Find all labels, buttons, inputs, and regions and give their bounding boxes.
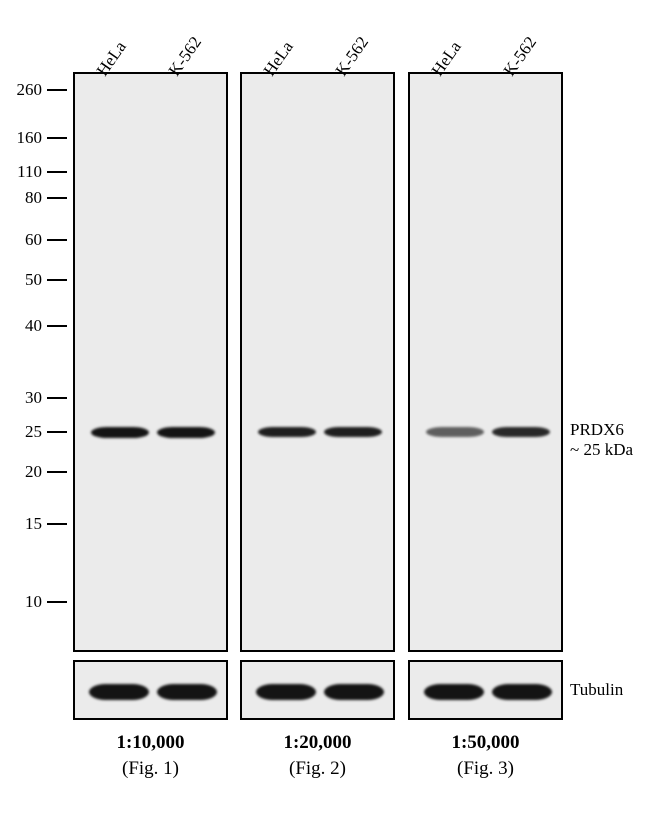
prdx6-band	[91, 427, 149, 438]
mw-marker-tick	[47, 601, 67, 603]
blot-tubulin-panel	[408, 660, 563, 720]
prdx6-band	[258, 427, 316, 438]
tubulin-band	[324, 684, 384, 700]
mw-marker-tick	[47, 471, 67, 473]
mw-marker-label: 15	[10, 514, 42, 534]
side-label-tubulin: Tubulin	[570, 680, 623, 700]
mw-marker-label: 10	[10, 592, 42, 612]
mw-marker-tick	[47, 523, 67, 525]
mw-marker-label: 50	[10, 270, 42, 290]
mw-marker-tick	[47, 239, 67, 241]
prdx6-band	[157, 427, 215, 438]
mw-marker-tick	[47, 279, 67, 281]
blot-main-panel	[240, 72, 395, 652]
tubulin-band	[424, 684, 484, 700]
mw-marker-label: 110	[10, 162, 42, 182]
tubulin-band	[492, 684, 552, 700]
side-label-kda: ~ 25 kDa	[570, 440, 633, 460]
mw-marker-tick	[47, 171, 67, 173]
tubulin-band	[157, 684, 217, 700]
tubulin-band	[256, 684, 316, 700]
mw-marker-label: 20	[10, 462, 42, 482]
mw-marker-label: 260	[10, 80, 42, 100]
mw-marker-label: 60	[10, 230, 42, 250]
blot-tubulin-panel	[73, 660, 228, 720]
prdx6-band	[426, 427, 484, 437]
mw-marker-label: 80	[10, 188, 42, 208]
prdx6-band	[324, 427, 382, 438]
blot-main-panel	[73, 72, 228, 652]
dilution-label: 1:50,000	[408, 732, 563, 754]
tubulin-band	[89, 684, 149, 700]
figure-label: (Fig. 3)	[408, 758, 563, 780]
mw-marker-tick	[47, 431, 67, 433]
side-label-prdx6: PRDX6	[570, 420, 624, 440]
mw-marker-tick	[47, 197, 67, 199]
figure-label: (Fig. 1)	[73, 758, 228, 780]
dilution-label: 1:10,000	[73, 732, 228, 754]
mw-marker-tick	[47, 137, 67, 139]
mw-marker-tick	[47, 89, 67, 91]
mw-marker-label: 40	[10, 316, 42, 336]
mw-marker-tick	[47, 325, 67, 327]
figure-label: (Fig. 2)	[240, 758, 395, 780]
mw-marker-label: 160	[10, 128, 42, 148]
prdx6-band	[492, 427, 550, 438]
blot-tubulin-panel	[240, 660, 395, 720]
mw-marker-label: 25	[10, 422, 42, 442]
blot-main-panel	[408, 72, 563, 652]
mw-marker-label: 30	[10, 388, 42, 408]
mw-marker-tick	[47, 397, 67, 399]
dilution-label: 1:20,000	[240, 732, 395, 754]
